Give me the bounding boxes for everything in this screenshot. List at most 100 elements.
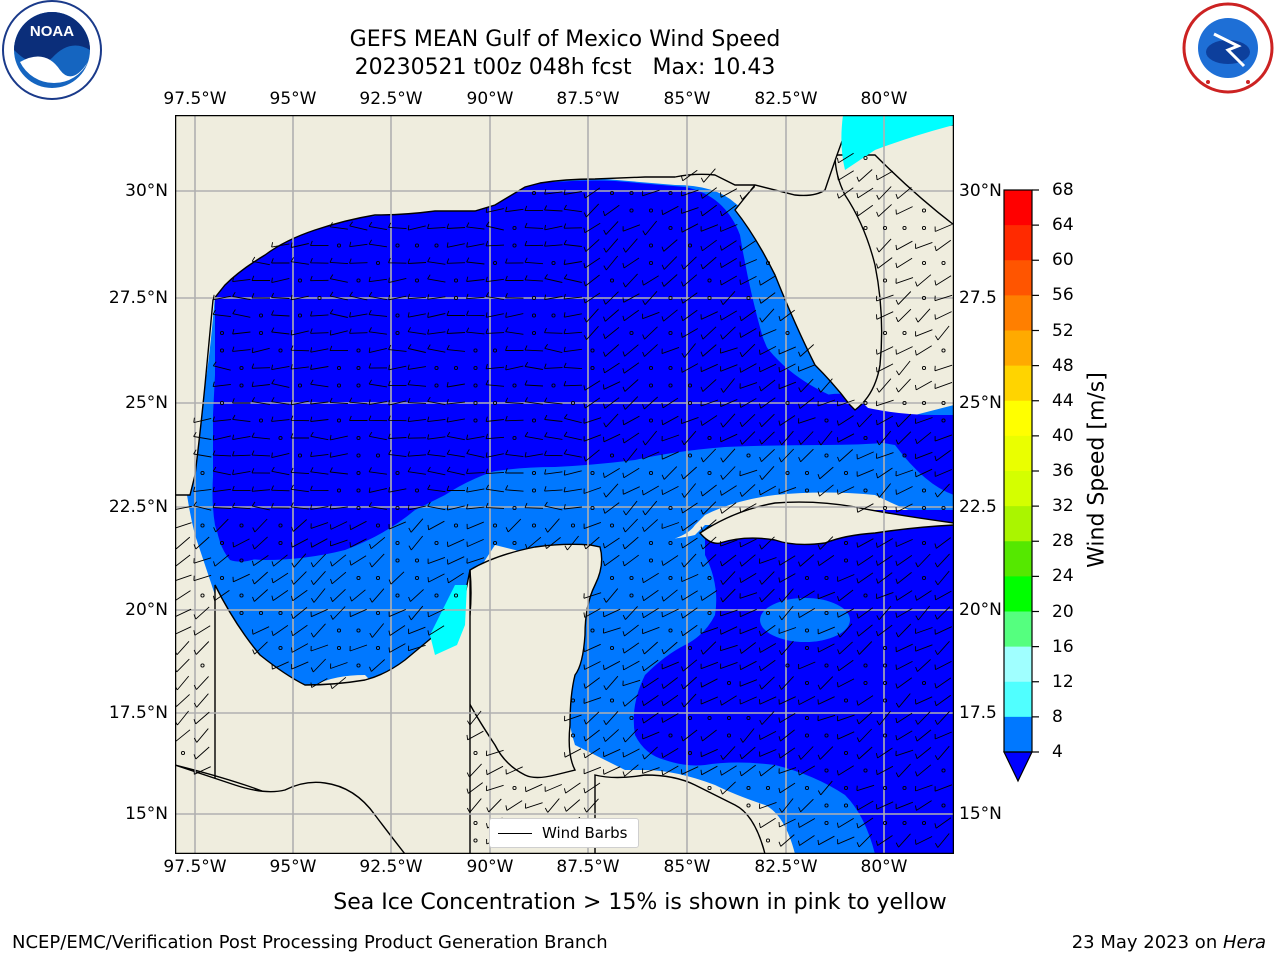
wind-barb xyxy=(603,483,619,498)
legend-label: Wind Barbs xyxy=(542,824,628,842)
calm-wind-marker xyxy=(902,400,907,406)
calm-wind-marker xyxy=(278,540,283,546)
wind-barb xyxy=(427,329,446,335)
wind-barb xyxy=(427,416,446,423)
wind-barb xyxy=(193,711,210,725)
calm-wind-marker xyxy=(395,593,400,598)
calm-wind-marker xyxy=(434,383,439,388)
calm-wind-marker xyxy=(804,488,810,493)
wind-barb xyxy=(251,363,271,369)
wind-barb xyxy=(837,731,855,740)
wind-barb xyxy=(329,274,348,283)
wind-barb xyxy=(232,346,251,352)
wind-barb xyxy=(856,784,875,792)
calm-wind-marker xyxy=(219,330,225,336)
wind-barb xyxy=(798,695,816,706)
wind-barb xyxy=(935,833,950,848)
wind-barb xyxy=(876,294,894,302)
wind-barb xyxy=(310,623,326,638)
wind-barb xyxy=(759,711,775,725)
wind-barb xyxy=(271,327,290,335)
wind-barb xyxy=(310,240,329,247)
wind-barb xyxy=(564,535,579,551)
wind-barb xyxy=(758,817,776,829)
wind-barb xyxy=(661,274,678,287)
wind-barb xyxy=(563,189,582,195)
wind-barb xyxy=(603,502,620,514)
wind-barb xyxy=(720,781,736,795)
wind-barb xyxy=(505,312,524,318)
wind-barb xyxy=(856,503,874,513)
wind-barb xyxy=(681,483,697,498)
calm-wind-marker xyxy=(687,453,693,458)
wind-barb xyxy=(212,381,231,388)
wind-barb xyxy=(388,415,407,422)
calm-wind-marker xyxy=(531,488,537,493)
wind-barb xyxy=(740,728,755,743)
wind-barb xyxy=(837,589,854,602)
wind-barb xyxy=(934,731,952,740)
wind-barb xyxy=(427,274,446,283)
wind-barb xyxy=(583,257,601,269)
wind-barb xyxy=(213,518,229,533)
wind-barb xyxy=(759,749,777,757)
wind-barb xyxy=(349,538,367,548)
calm-wind-marker xyxy=(824,610,829,616)
calm-wind-marker xyxy=(200,593,205,598)
wind-barb xyxy=(914,345,932,356)
wind-barb xyxy=(563,204,582,213)
wind-barb xyxy=(856,469,874,477)
wind-barb xyxy=(583,308,599,323)
wind-barb xyxy=(700,641,717,655)
wind-barb xyxy=(407,397,427,404)
wind-barb xyxy=(778,346,796,355)
calm-wind-marker xyxy=(512,225,517,231)
calm-wind-marker xyxy=(453,593,459,598)
wind-barb xyxy=(290,467,310,475)
wind-barb xyxy=(759,536,775,550)
wind-barb xyxy=(466,487,485,493)
wind-barb xyxy=(290,242,309,248)
wind-barb xyxy=(739,608,757,618)
wind-barb xyxy=(720,326,736,340)
wind-barb xyxy=(934,449,952,462)
wind-barb xyxy=(895,469,914,477)
calm-wind-marker xyxy=(902,330,907,336)
wind-barb xyxy=(876,452,894,459)
wind-barb xyxy=(622,694,639,707)
wind-barb xyxy=(524,222,544,229)
wind-barb xyxy=(817,696,835,705)
wind-barb xyxy=(251,432,271,440)
wind-barb xyxy=(329,397,349,405)
lat-label-right: 27.5 xyxy=(959,288,997,308)
wind-barb xyxy=(661,555,679,566)
calm-wind-marker xyxy=(356,383,361,388)
wind-region-8-12 xyxy=(430,585,467,655)
wind-barb xyxy=(603,327,620,339)
wind-barb xyxy=(836,659,854,672)
wind-barb xyxy=(622,379,639,392)
calm-wind-marker xyxy=(882,680,888,686)
wind-barb xyxy=(642,626,660,635)
wind-barb xyxy=(349,328,368,334)
wind-barb xyxy=(466,310,485,317)
wind-barb xyxy=(583,592,602,599)
wind-barb xyxy=(563,328,583,335)
wind-barb xyxy=(876,591,894,600)
wind-barb xyxy=(524,345,544,352)
calm-wind-marker xyxy=(239,383,244,388)
calm-wind-marker xyxy=(395,243,400,248)
wind-barb xyxy=(583,417,602,424)
wind-barb xyxy=(583,274,600,287)
wind-barb xyxy=(642,659,659,672)
wind-barb xyxy=(564,748,582,758)
wind-barb xyxy=(681,207,699,214)
calm-wind-marker xyxy=(941,348,946,353)
wind-barb xyxy=(486,765,504,776)
wind-barb xyxy=(408,626,426,635)
calm-wind-marker xyxy=(824,663,829,668)
wind-barb xyxy=(934,570,950,586)
wind-barb xyxy=(485,502,505,509)
lon-label-top: 95°W xyxy=(269,89,317,109)
wind-barb xyxy=(329,330,348,336)
